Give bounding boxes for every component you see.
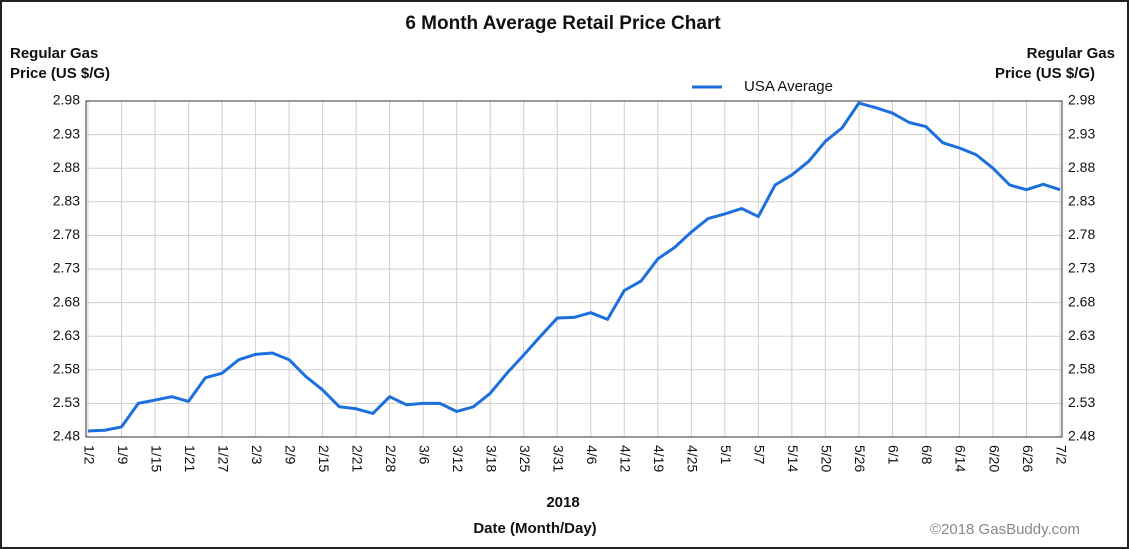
x-tick-label: 1/9	[115, 445, 131, 465]
y2-label: Regular Gas	[1027, 45, 1115, 62]
x-tick-label: 2/3	[249, 445, 265, 465]
y-tick-label: 2.78	[53, 226, 80, 242]
x-tick-label: 4/6	[584, 445, 600, 465]
y-tick-label: 2.88	[53, 159, 80, 175]
y-tick-label: 2.68	[53, 293, 80, 309]
x-tick-label: 3/25	[517, 445, 533, 472]
x-tick-label: 7/2	[1053, 445, 1069, 465]
y2-tick-label: 2.93	[1068, 125, 1095, 141]
y-label: Price (US $/G)	[10, 65, 110, 82]
y2-tick-label: 2.48	[1068, 428, 1095, 444]
y-tick-label: 2.83	[53, 193, 80, 209]
x-tick-label: 5/7	[752, 445, 768, 465]
y2-tick-label: 2.78	[1068, 226, 1095, 242]
x-tick-label: 1/21	[182, 445, 198, 472]
x-label: 2018	[546, 494, 579, 511]
plot-border	[85, 100, 1063, 438]
legend-label: USA Average	[744, 78, 833, 95]
y2-tick-label: 2.63	[1068, 327, 1095, 343]
y2-tick-label: 2.68	[1068, 293, 1095, 309]
x-tick-label: 6/26	[1020, 445, 1036, 472]
x-tick-label: 4/12	[618, 445, 634, 472]
x-tick-label: 2/15	[316, 445, 332, 472]
y-tick-label: 2.93	[53, 125, 80, 141]
x-tick-label: 3/18	[484, 445, 500, 472]
y2-tick-label: 2.83	[1068, 193, 1095, 209]
x-tick-label: 5/14	[785, 445, 801, 472]
y2-tick-label: 2.98	[1068, 92, 1095, 108]
x-tick-label: 5/20	[819, 445, 835, 472]
x-tick-label: 1/15	[148, 445, 164, 472]
x-tick-label: 3/31	[551, 445, 567, 472]
y-tick-label: 2.58	[53, 361, 80, 377]
x-tick-label: 5/26	[852, 445, 868, 472]
x-tick-label: 2/28	[383, 445, 399, 472]
x-tick-label: 6/20	[986, 445, 1002, 472]
y-tick-label: 2.53	[53, 394, 80, 410]
x-tick-label: 1/27	[215, 445, 231, 472]
x-tick-label: 3/12	[450, 445, 466, 472]
x-tick-label: 5/1	[718, 445, 734, 465]
x-tick-label: 4/25	[685, 445, 701, 472]
y2-tick-label: 2.58	[1068, 361, 1095, 377]
x-tick-label: 2/21	[349, 445, 365, 472]
y2-label: Price (US $/G)	[995, 65, 1095, 82]
x-label: Date (Month/Day)	[473, 520, 596, 537]
y2-tick-label: 2.88	[1068, 159, 1095, 175]
x-tick-label: 2/9	[282, 445, 298, 465]
x-tick-label: 6/1	[886, 445, 902, 465]
x-tick-label: 4/19	[651, 445, 667, 472]
y2-tick-label: 2.53	[1068, 394, 1095, 410]
y-tick-label: 2.63	[53, 327, 80, 343]
y2-tick-label: 2.73	[1068, 260, 1095, 276]
chart-title: 6 Month Average Retail Price Chart	[405, 13, 721, 34]
x-tick-label: 3/6	[416, 445, 432, 465]
y-tick-label: 2.73	[53, 260, 80, 276]
x-tick-label: 6/8	[919, 445, 935, 465]
x-tick-label: 6/14	[953, 445, 969, 472]
y-tick-label: 2.98	[53, 92, 80, 108]
x-tick-label: 1/2	[81, 445, 97, 465]
credit: ©2018 GasBuddy.com	[930, 521, 1080, 538]
line	[87, 101, 1061, 433]
y-label: Regular Gas	[10, 45, 98, 62]
y-tick-label: 2.48	[53, 428, 80, 444]
